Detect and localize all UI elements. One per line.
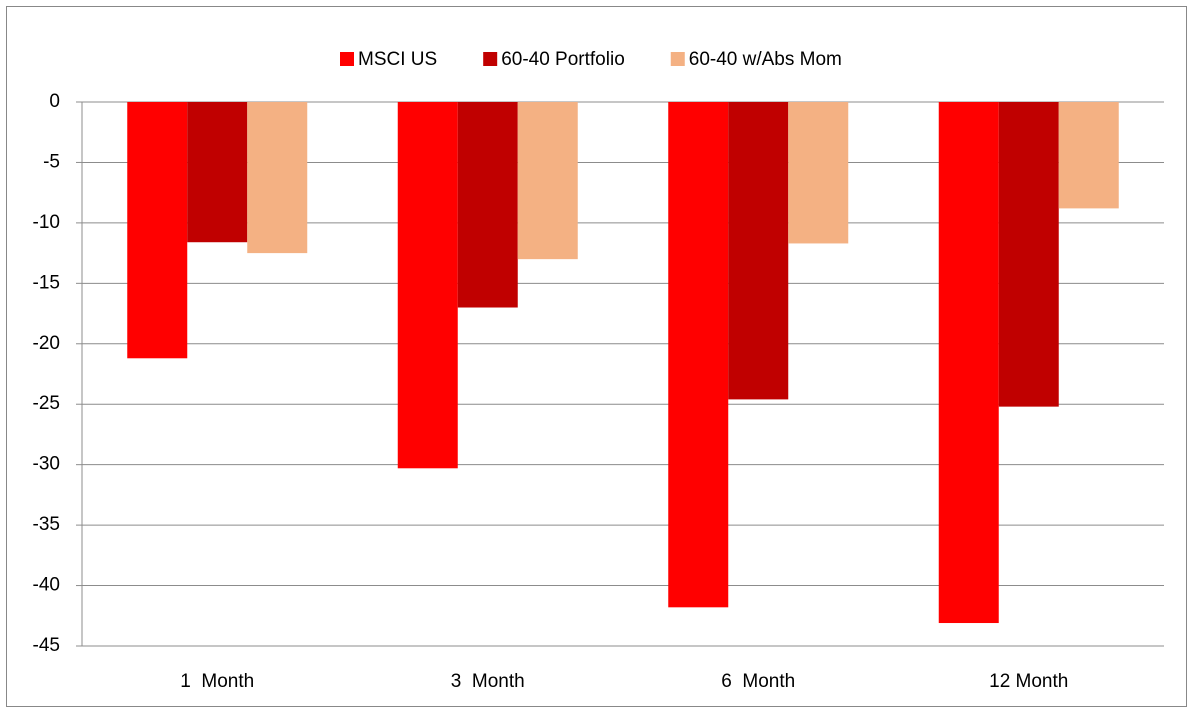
bar — [998, 102, 1059, 407]
y-tick-label: -5 — [43, 151, 60, 172]
bar — [187, 102, 248, 243]
y-tick-label: -10 — [33, 212, 60, 233]
y-tick-label: -40 — [33, 575, 60, 596]
y-tick-label: -25 — [33, 393, 60, 414]
legend-label: MSCI US — [358, 49, 437, 70]
bar — [247, 102, 308, 254]
bar — [127, 102, 188, 359]
y-tick-label: -30 — [33, 454, 60, 475]
legend-label: 60-40 w/Abs Mom — [689, 49, 842, 70]
x-tick-label: 3 Month — [451, 671, 525, 692]
x-tick-label: 1 Month — [180, 671, 254, 692]
bar — [728, 102, 789, 400]
y-tick-label: -15 — [33, 272, 60, 293]
legend-swatch — [483, 52, 498, 66]
bar — [517, 102, 578, 260]
legend-swatch — [340, 52, 354, 66]
bar — [397, 102, 458, 469]
bar — [1058, 102, 1119, 209]
bar — [668, 102, 729, 608]
bar — [457, 102, 518, 308]
bar — [938, 102, 999, 624]
y-tick-label: -35 — [33, 514, 60, 535]
legend-label: 60-40 Portfolio — [501, 49, 625, 70]
legend-swatch — [670, 52, 685, 66]
x-tick-label: 12 Month — [989, 671, 1068, 692]
y-tick-label: 0 — [49, 91, 60, 112]
x-tick-label: 6 Month — [721, 671, 795, 692]
bar — [788, 102, 849, 244]
y-tick-label: -20 — [33, 333, 60, 354]
y-tick-label: -45 — [33, 635, 60, 656]
